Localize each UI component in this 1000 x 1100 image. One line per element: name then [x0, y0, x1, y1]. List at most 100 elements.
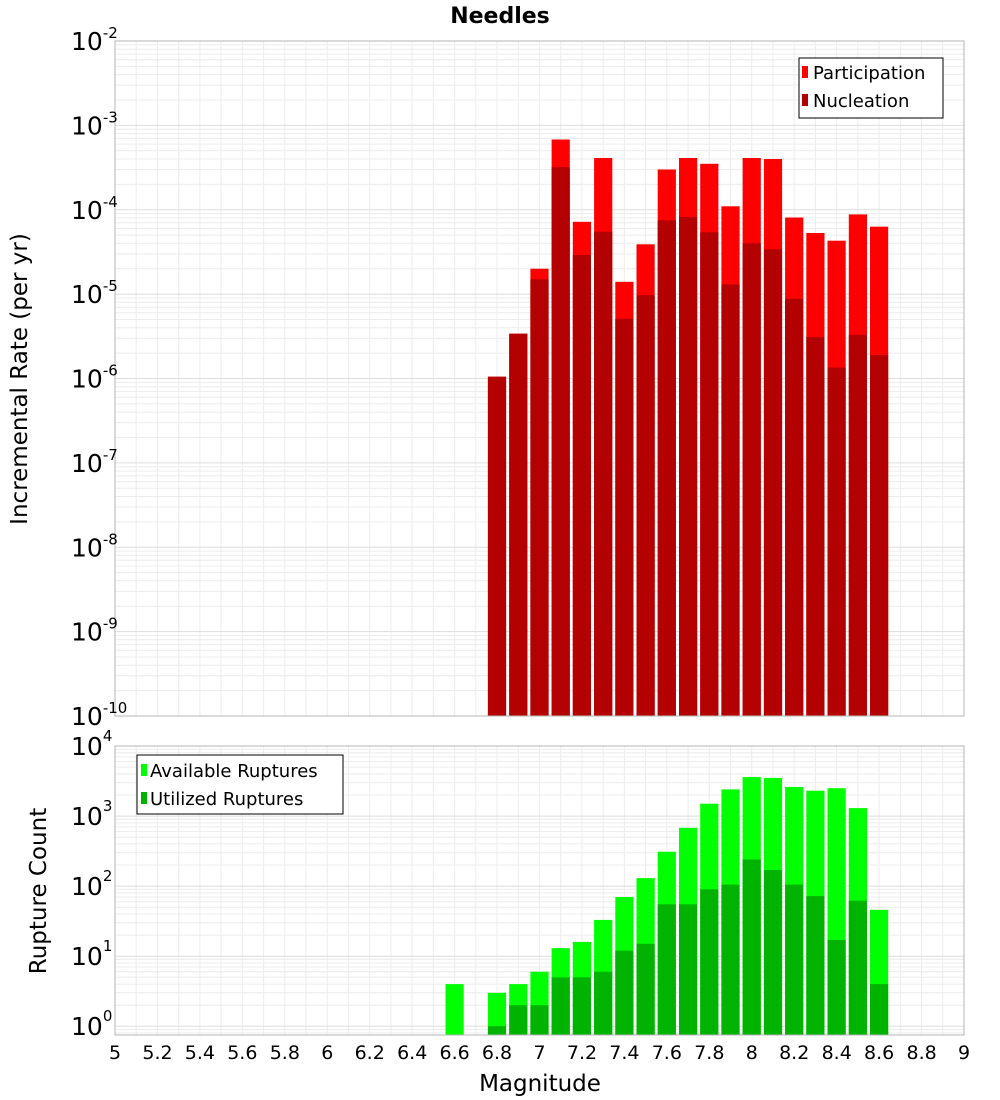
bottom-bar-utilized-ruptures [551, 977, 570, 1035]
top-y-tick-labels: 10-10 10-9 10-8 10-7 10-6 10-5 10-4 10-3 10-2 [71, 24, 127, 731]
top-bar-nucleation [487, 376, 507, 716]
legend-label-participation: Participation [813, 63, 925, 84]
bottom-bar-utilized-ruptures [615, 950, 634, 1035]
top-bar-nucleation [763, 249, 783, 717]
y-tick-label: 10-7 [71, 446, 118, 478]
bottom-bar-utilized-ruptures [594, 971, 613, 1035]
top-bar-nucleation [806, 337, 825, 716]
y-tick-label: 104 [71, 727, 112, 761]
x-tick-label: 6.4 [397, 1042, 427, 1064]
bottom-bars [445, 777, 889, 1035]
top-plot-frame [114, 40, 965, 717]
top-bar-nucleation [509, 333, 528, 716]
bottom-legend-box [136, 754, 344, 815]
y-tick-label: 10-6 [71, 362, 118, 394]
bottom-bar-utilized-ruptures [721, 884, 740, 1035]
top-bar-nucleation [551, 167, 570, 717]
bottom-bar-utilized-ruptures [530, 1005, 549, 1035]
x-tick-label: 8.4 [822, 1042, 852, 1064]
top-bar-nucleation [742, 243, 761, 717]
x-tick-label: 8.6 [864, 1042, 894, 1064]
bottom-legend: Available Ruptures Utilized Ruptures [136, 754, 344, 815]
x-tick-label: 7.4 [609, 1042, 639, 1064]
top-panel: 10-10 10-9 10-8 10-7 10-6 10-5 10-4 10-3 10-2 In… [7, 24, 965, 731]
x-tick-label: 6 [321, 1042, 333, 1064]
top-bar-nucleation [530, 279, 549, 716]
top-bar-nucleation [700, 232, 719, 717]
y-tick-label: 10-8 [71, 530, 118, 562]
legend-swatch-participation [802, 66, 808, 78]
top-bar-nucleation [615, 318, 634, 716]
x-tick-label: 7.2 [567, 1042, 597, 1064]
top-bar-nucleation [636, 295, 655, 716]
bottom-y-tick-labels: 100 101 102 103 104 [71, 727, 112, 1041]
x-tick-label: 5.2 [142, 1042, 172, 1064]
x-tick-label: 8.2 [779, 1042, 809, 1064]
x-axis-label: Magnitude [479, 1071, 601, 1097]
top-bar-nucleation [785, 298, 804, 716]
top-bar-nucleation [870, 355, 889, 716]
x-tick-label: 5.8 [270, 1042, 300, 1064]
bottom-bar-utilized-ruptures [509, 1005, 528, 1035]
y-tick-label: 10-2 [71, 24, 118, 56]
top-bar-nucleation [679, 217, 698, 716]
legend-swatch-utilized-ruptures [141, 792, 147, 804]
bottom-panel: 100 101 102 103 104 5 5.2 5.4 5.6 5.8 6 6.2 6.4 6.6 6… [26, 727, 970, 1097]
bottom-bar-utilized-ruptures [806, 896, 825, 1035]
bottom-bar-utilized-ruptures [657, 904, 676, 1035]
bottom-plot-frame [114, 745, 965, 1036]
y-tick-label: 10-5 [71, 277, 118, 309]
top-bar-nucleation [657, 220, 676, 717]
bottom-bar-utilized-ruptures [763, 870, 783, 1035]
top-legend: Participation Nucleation [798, 57, 944, 119]
bottom-bar-utilized-ruptures [636, 943, 655, 1035]
bottom-bar-utilized-ruptures [700, 889, 719, 1035]
x-tick-label: 6.2 [355, 1042, 385, 1064]
bottom-bar-available-ruptures [487, 992, 507, 1035]
top-legend-box [798, 57, 944, 119]
top-bar-nucleation [572, 255, 591, 716]
bottom-bar-utilized-ruptures [572, 977, 591, 1035]
top-bar-nucleation [594, 231, 613, 716]
x-tick-label: 7.8 [694, 1042, 724, 1064]
y-tick-label: 103 [71, 797, 112, 831]
y-tick-label: 100 [71, 1007, 112, 1041]
bottom-bar-utilized-ruptures [487, 1026, 507, 1035]
x-tick-label: 8.8 [906, 1042, 936, 1064]
x-tick-label: 6.8 [482, 1042, 512, 1064]
chart-title: Needles [450, 4, 550, 29]
top-bars [487, 139, 889, 717]
x-tick-label: 8 [746, 1042, 758, 1064]
top-bar-nucleation [827, 367, 846, 716]
y-tick-label: 102 [71, 867, 112, 901]
x-tick-labels: 5 5.2 5.4 5.6 5.8 6 6.2 6.4 6.6 6.8 7 7.2 7.4 7.6 7.8 8… [109, 1042, 970, 1064]
top-bar-nucleation [721, 284, 740, 716]
legend-label-utilized-ruptures: Utilized Ruptures [150, 789, 303, 810]
x-tick-label: 5.4 [185, 1042, 215, 1064]
x-tick-label: 5 [109, 1042, 121, 1064]
bottom-bar-utilized-ruptures [827, 940, 846, 1035]
top-bar-nucleation [848, 334, 867, 716]
legend-label-available-ruptures: Available Ruptures [150, 761, 318, 782]
x-tick-label: 6.6 [439, 1042, 469, 1064]
legend-swatch-available-ruptures [141, 764, 147, 776]
y-tick-label: 10-4 [71, 193, 118, 225]
bottom-bar-utilized-ruptures [785, 884, 804, 1035]
bottom-bar-available-ruptures [445, 984, 464, 1035]
legend-label-nucleation: Nucleation [813, 91, 909, 112]
x-tick-label: 9 [958, 1042, 970, 1064]
x-tick-label: 5.6 [227, 1042, 257, 1064]
x-tick-label: 7 [533, 1042, 545, 1064]
top-y-axis-label: Incremental Rate (per yr) [7, 233, 33, 525]
bottom-bar-utilized-ruptures [870, 984, 889, 1035]
bottom-bar-utilized-ruptures [679, 904, 698, 1035]
y-tick-label: 10-9 [71, 615, 118, 647]
bottom-bar-utilized-ruptures [848, 900, 867, 1035]
y-tick-label: 10-3 [71, 108, 118, 140]
legend-swatch-nucleation [802, 94, 808, 106]
x-tick-label: 7.6 [652, 1042, 682, 1064]
bottom-bar-utilized-ruptures [742, 859, 761, 1035]
y-tick-label: 10-10 [71, 699, 127, 731]
bottom-y-axis-label: Rupture Count [26, 808, 52, 974]
